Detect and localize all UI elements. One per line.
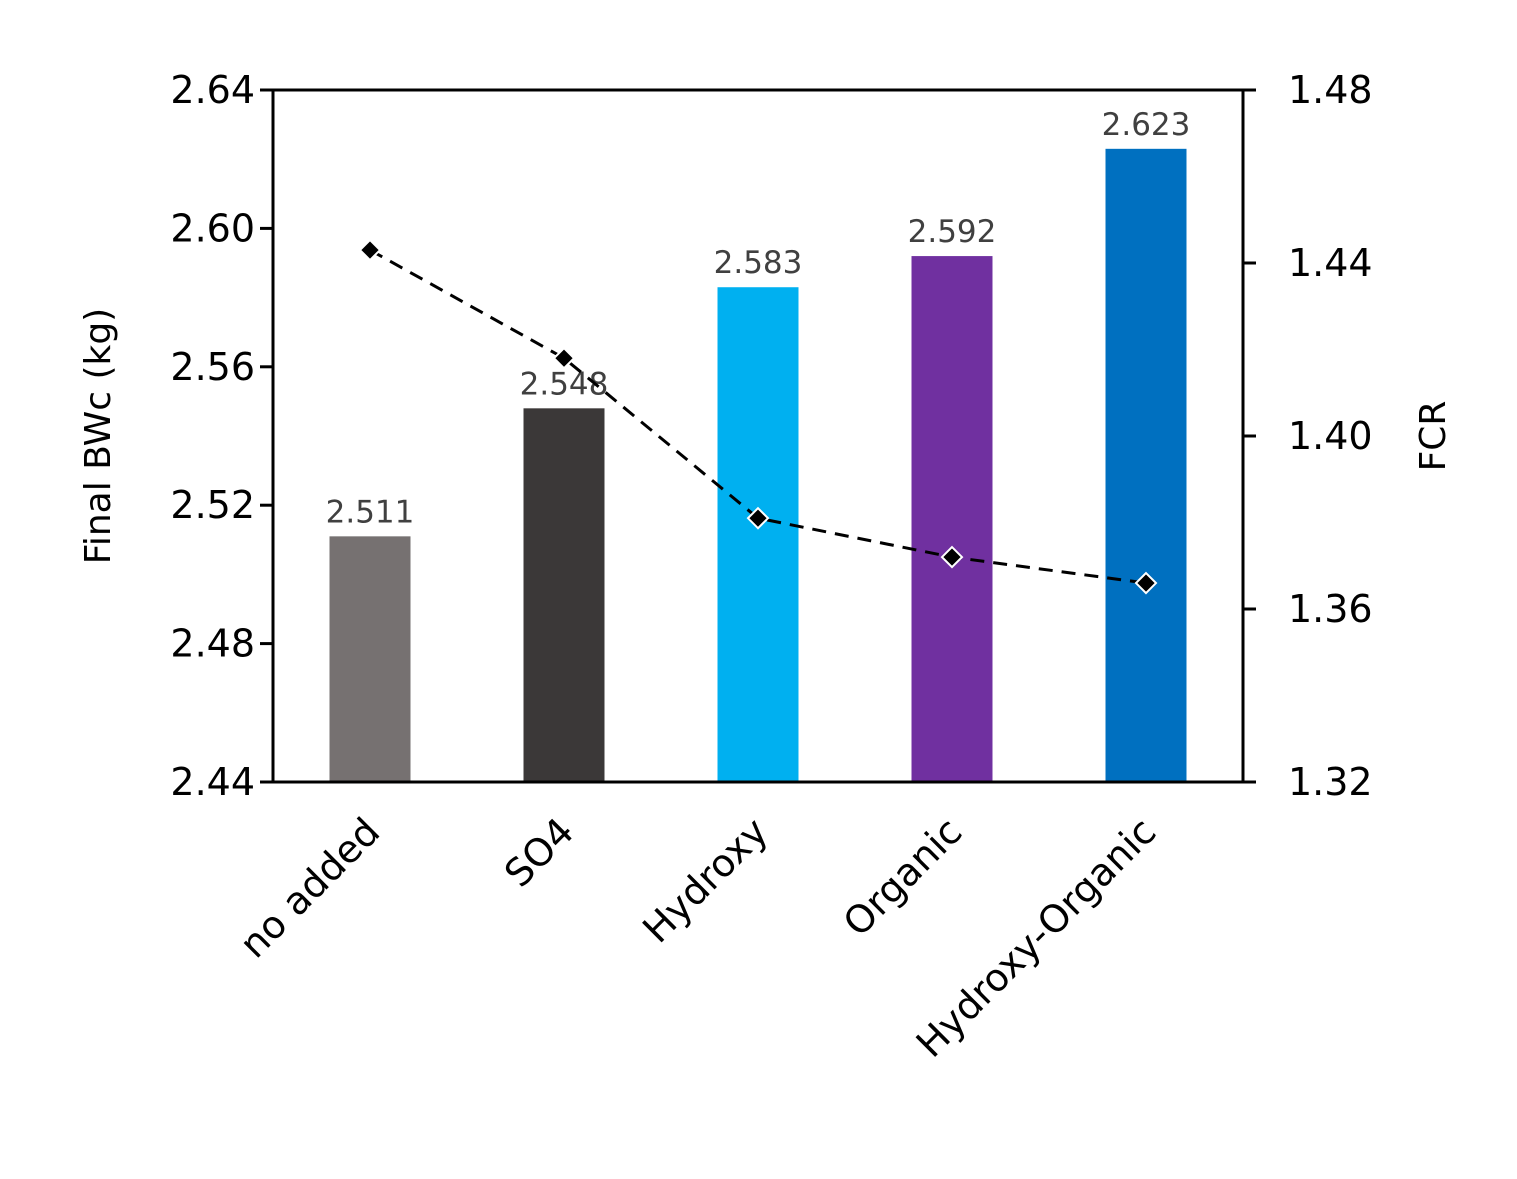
fcr-marker-1 <box>552 346 576 370</box>
x-tick-label: SO4 <box>496 809 582 895</box>
bar-2 <box>717 287 799 782</box>
bar-4 <box>1105 148 1187 782</box>
data-label: 2.511 <box>326 494 415 530</box>
y2-tick-label: 1.40 <box>1288 414 1373 458</box>
fcr-marker-2 <box>746 506 770 530</box>
x-tick-label: Organic <box>835 809 971 945</box>
bar-0 <box>329 536 411 782</box>
y-tick-label: 2.64 <box>170 68 255 112</box>
y2-tick-label: 1.36 <box>1288 587 1373 631</box>
y-axis-title: Final BWc (kg) <box>78 308 119 564</box>
y-tick-label: 2.56 <box>170 345 255 389</box>
y-tick-label: 2.48 <box>170 622 255 666</box>
fcr-line <box>358 238 1158 595</box>
fcr-marker-3 <box>940 545 964 569</box>
y2-tick-label: 1.44 <box>1288 241 1373 285</box>
bar-3 <box>911 256 993 783</box>
y-tick-label: 2.60 <box>170 206 255 250</box>
data-label: 2.583 <box>714 245 803 281</box>
data-label: 2.592 <box>908 214 997 250</box>
y2-tick-label: 1.48 <box>1288 68 1373 112</box>
y-tick-label: 2.44 <box>170 760 255 804</box>
y2-axis-title: FCR <box>1413 401 1454 472</box>
y-tick-label: 2.52 <box>170 483 255 527</box>
bar-1 <box>523 408 605 782</box>
x-tick-label: Hydroxy <box>634 809 776 951</box>
x-tick-label: no added <box>231 809 388 966</box>
fcr-marker-4 <box>1134 571 1158 595</box>
data-label: 2.623 <box>1102 107 1191 143</box>
fcr-marker-0 <box>358 238 382 262</box>
y2-tick-label: 1.32 <box>1288 760 1373 804</box>
